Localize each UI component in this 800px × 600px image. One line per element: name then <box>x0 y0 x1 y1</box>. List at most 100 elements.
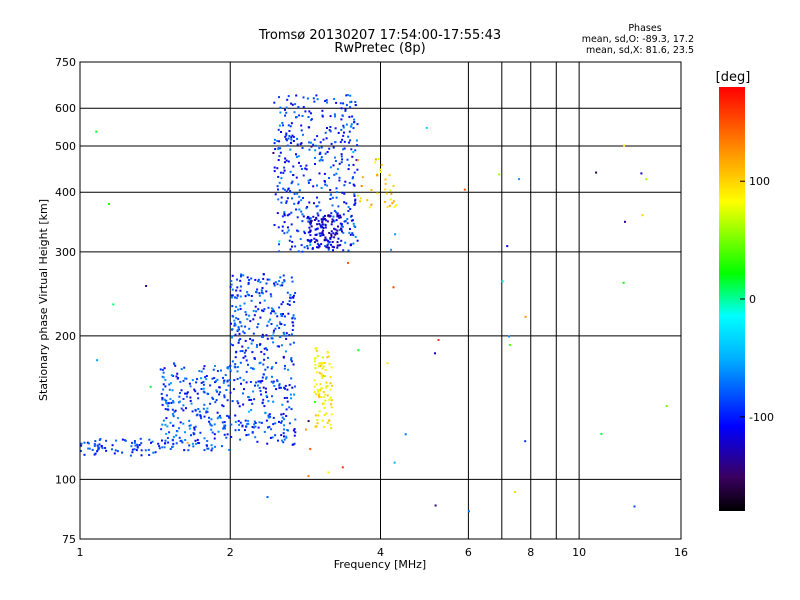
echo-point <box>278 385 280 387</box>
echo-point <box>298 162 300 164</box>
echo-point <box>225 437 227 439</box>
echo-point <box>294 111 296 113</box>
echo-point <box>381 164 383 166</box>
echo-point <box>248 434 250 436</box>
echo-point <box>281 344 283 346</box>
echo-point <box>263 359 265 361</box>
echo-point <box>253 357 255 359</box>
echo-point <box>182 409 184 411</box>
echo-point <box>344 181 346 183</box>
echo-point <box>304 168 306 170</box>
echo-point <box>349 95 351 97</box>
echo-point <box>252 318 254 320</box>
echo-point <box>203 391 205 393</box>
echo-point <box>266 376 268 378</box>
echo-point <box>259 387 261 389</box>
echo-point <box>196 378 198 380</box>
echo-point <box>246 291 248 293</box>
echo-point <box>273 102 275 104</box>
echo-point <box>278 243 280 245</box>
echo-point <box>333 174 335 176</box>
echo-point <box>211 447 213 449</box>
echo-point <box>300 238 302 240</box>
echo-point <box>285 335 287 337</box>
echo-point <box>332 246 334 248</box>
echo-point <box>273 385 275 387</box>
echo-point <box>262 287 264 289</box>
echo-point <box>207 393 209 395</box>
echo-point <box>301 213 303 215</box>
echo-point <box>246 381 248 383</box>
echo-point <box>502 280 504 282</box>
echo-point <box>260 390 262 392</box>
echo-point <box>284 280 286 282</box>
echo-point <box>179 401 181 403</box>
echo-point <box>291 333 293 335</box>
echo-point <box>189 425 191 427</box>
echo-point <box>125 440 127 442</box>
echo-point <box>197 414 199 416</box>
echo-point <box>347 262 349 264</box>
echo-point <box>266 349 268 351</box>
echo-point <box>389 205 391 207</box>
echo-point <box>308 231 310 233</box>
echo-point <box>263 308 265 310</box>
echo-point <box>387 206 389 208</box>
echo-point <box>192 445 194 447</box>
echo-point <box>176 430 178 432</box>
echo-point <box>217 370 219 372</box>
echo-point <box>308 110 310 112</box>
echo-point <box>245 434 247 436</box>
echo-point <box>327 385 329 387</box>
echo-point <box>354 149 356 151</box>
echo-point <box>322 362 324 364</box>
echo-point <box>284 368 286 370</box>
echo-point <box>261 422 263 424</box>
echo-point <box>158 445 160 447</box>
echo-point <box>324 239 326 241</box>
echo-point <box>317 415 319 417</box>
echo-point <box>330 403 332 405</box>
echo-point <box>275 312 277 314</box>
echo-point <box>254 385 256 387</box>
echo-point <box>338 180 340 182</box>
echo-point <box>255 291 257 293</box>
echo-point <box>267 366 269 368</box>
echo-point <box>337 205 339 207</box>
echo-point <box>267 496 269 498</box>
echo-point <box>273 417 275 419</box>
echo-point <box>319 209 321 211</box>
echo-point <box>393 185 395 187</box>
echo-point <box>314 386 316 388</box>
echo-point <box>157 443 159 445</box>
echo-point <box>369 206 371 208</box>
echo-point <box>223 382 225 384</box>
echo-point <box>283 357 285 359</box>
echo-point <box>288 188 290 190</box>
echo-point <box>245 350 247 352</box>
echo-point <box>316 371 318 373</box>
echo-point <box>276 315 278 317</box>
echo-point <box>281 197 283 199</box>
echo-point <box>356 169 358 171</box>
echo-point <box>292 329 294 331</box>
echo-point <box>333 164 335 166</box>
echo-point <box>230 369 232 371</box>
echo-point <box>231 294 233 296</box>
echo-point <box>328 148 330 150</box>
echo-point <box>272 382 274 384</box>
echo-point <box>294 193 296 195</box>
echo-point <box>374 161 376 163</box>
echo-point <box>238 342 240 344</box>
echo-point <box>298 155 300 157</box>
echo-point <box>232 400 234 402</box>
echo-point <box>283 275 285 277</box>
echo-point <box>262 334 264 336</box>
echo-point <box>265 391 267 393</box>
echo-point <box>267 357 269 359</box>
echo-point <box>290 394 292 396</box>
echo-point <box>204 416 206 418</box>
echo-point <box>282 172 284 174</box>
echo-point <box>206 445 208 447</box>
echo-point <box>203 368 205 370</box>
